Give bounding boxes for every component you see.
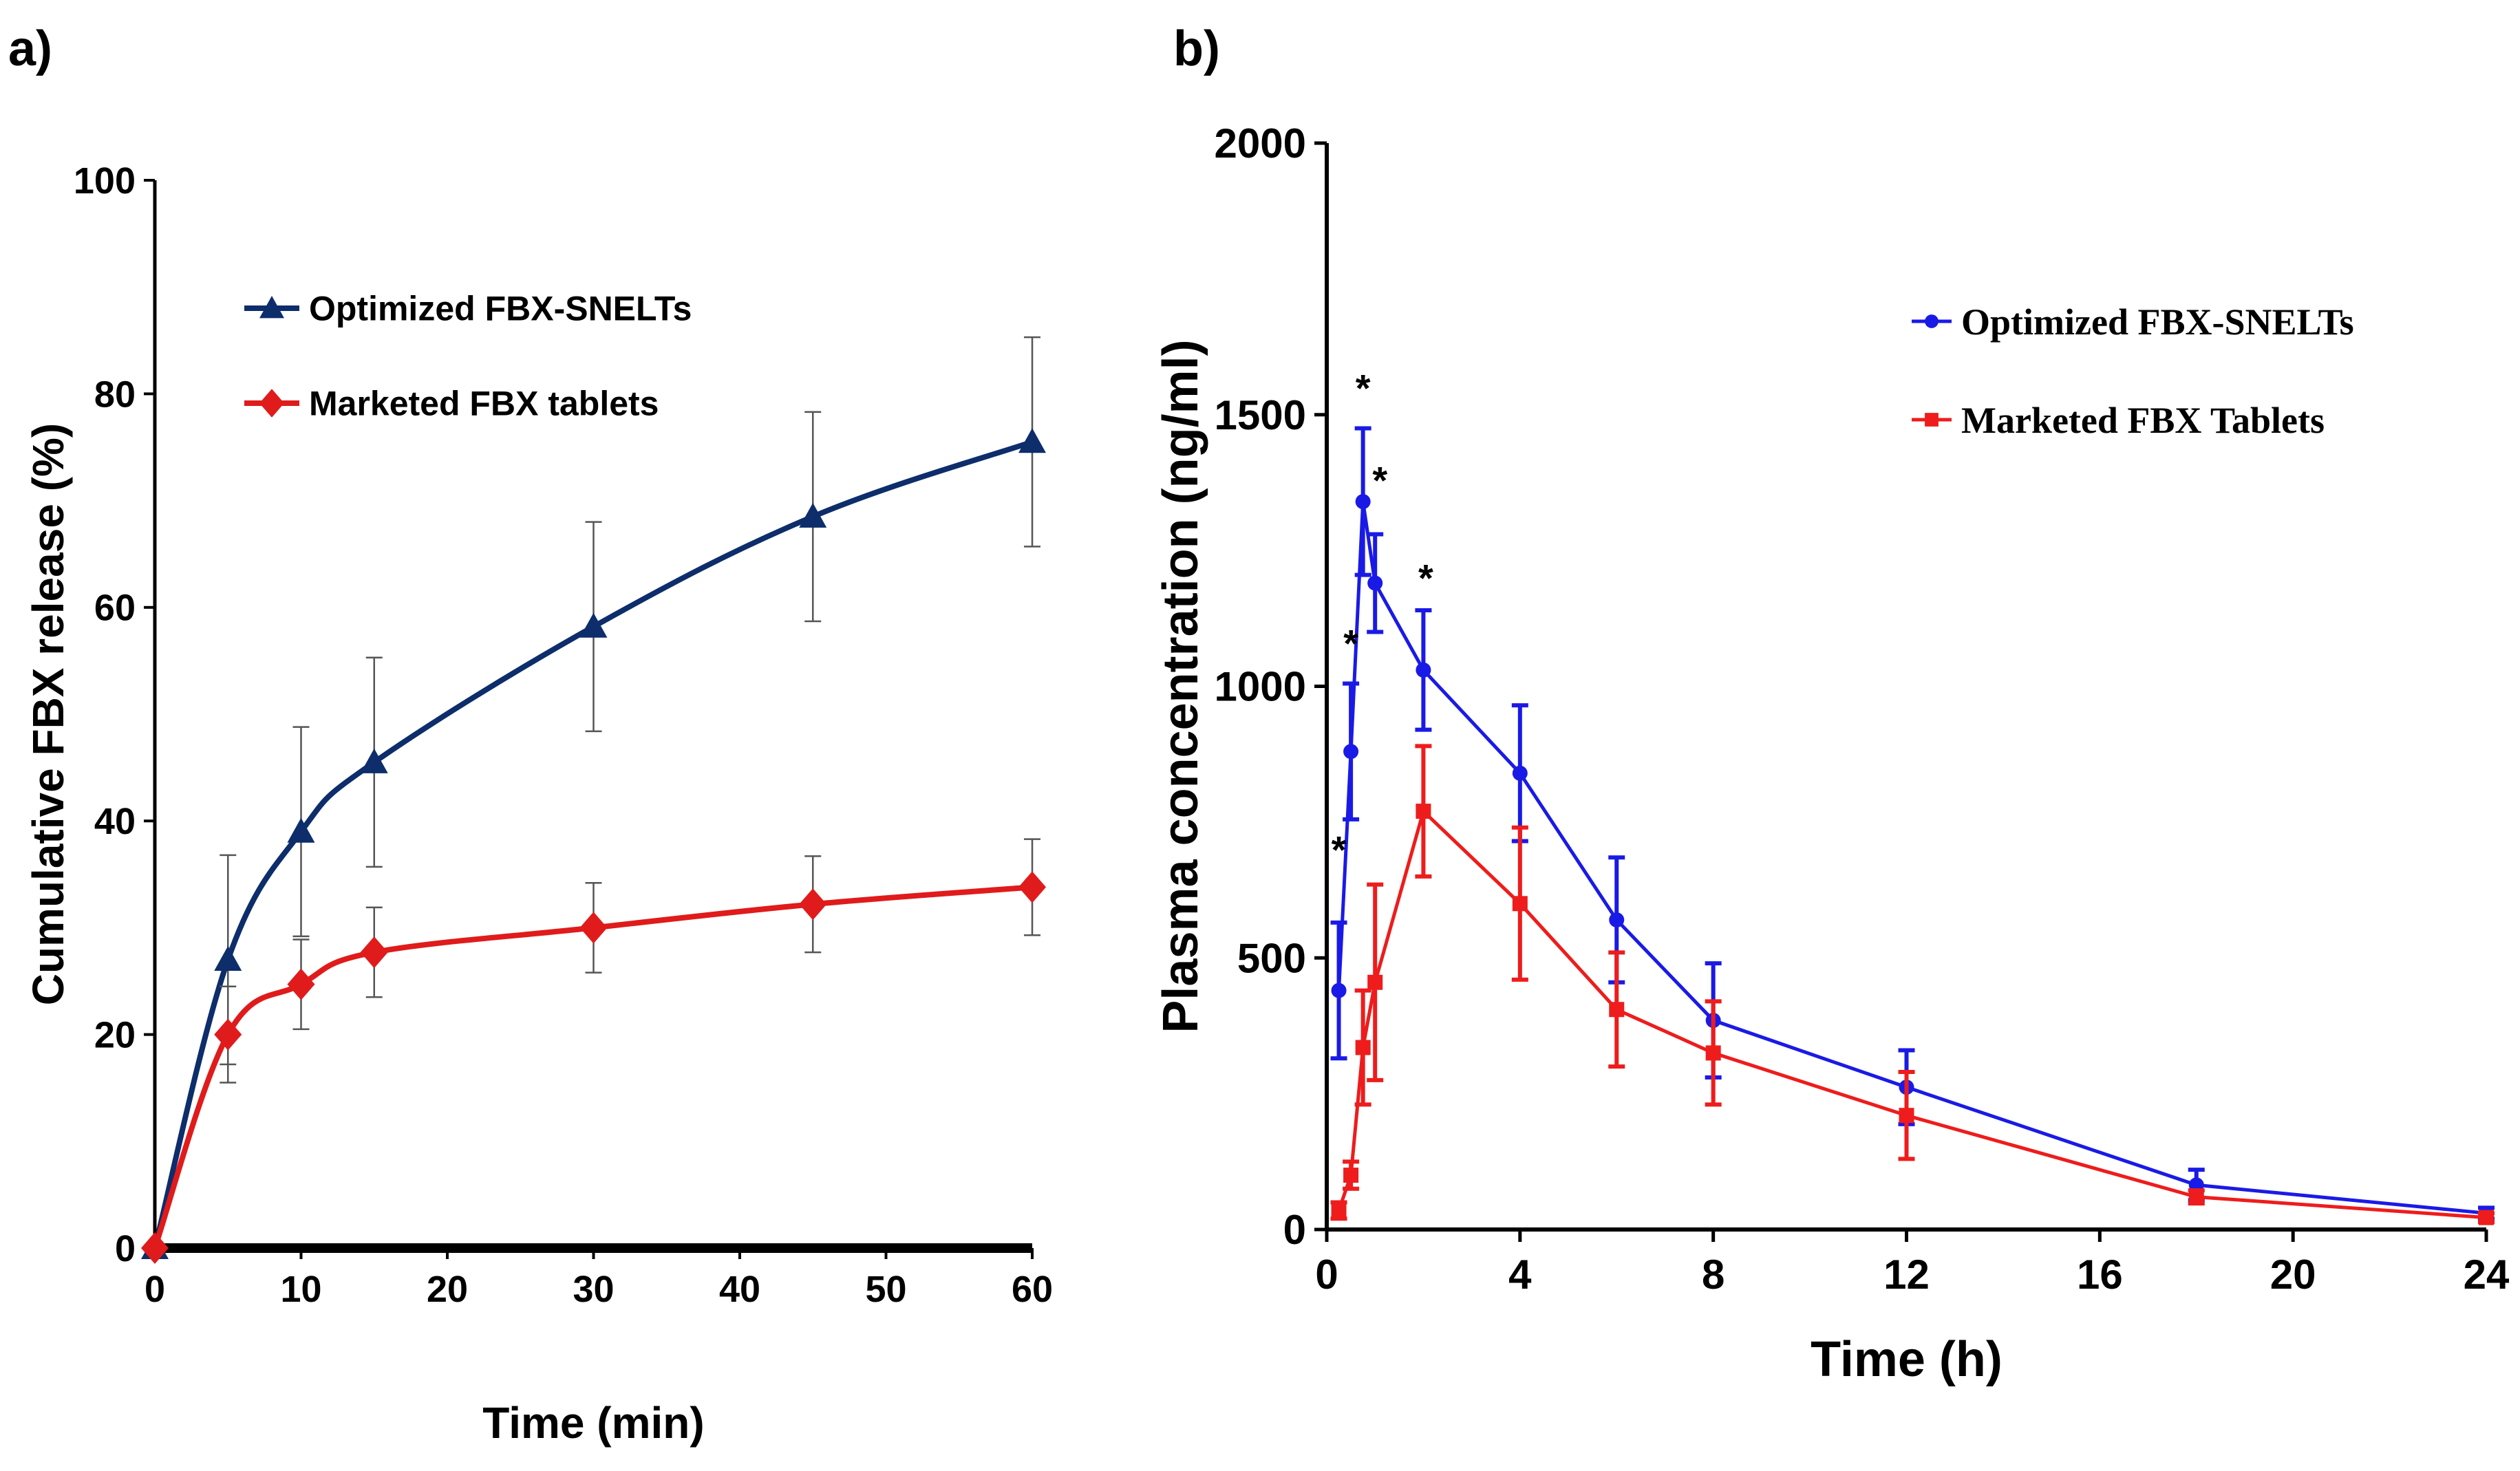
x-tick-label: 50 — [865, 1269, 906, 1310]
data-point — [1705, 1045, 1721, 1061]
x-tick-label: 24 — [2464, 1252, 2510, 1298]
series-line — [1337, 501, 2487, 1215]
data-point — [1512, 896, 1528, 912]
series-0 — [1330, 426, 2495, 1221]
legend-label: Optimized FBX-SNELTs — [309, 290, 692, 328]
legend-label: Marketed FBX tablets — [309, 385, 659, 423]
data-point — [214, 1018, 242, 1051]
y-tick-label: 2000 — [1215, 120, 1306, 167]
y-tick-label: 1500 — [1215, 392, 1306, 438]
x-tick-label: 4 — [1508, 1252, 1532, 1298]
x-tick-label: 0 — [1315, 1252, 1338, 1298]
y-tick-label: 0 — [115, 1228, 136, 1269]
data-point — [287, 817, 315, 843]
data-point — [2479, 1210, 2494, 1225]
legend-marker — [259, 296, 284, 319]
panel-a-label: a) — [8, 21, 52, 76]
data-point — [287, 968, 315, 1000]
data-point — [1343, 1168, 1359, 1183]
data-point — [141, 1232, 169, 1264]
x-tick-label: 30 — [573, 1269, 614, 1310]
data-point — [2188, 1189, 2204, 1205]
data-point — [1609, 912, 1625, 927]
series-1 — [1330, 744, 2495, 1225]
panel-b-label: b) — [1173, 21, 1220, 76]
data-point — [1018, 871, 1046, 903]
x-axis-title: Time (h) — [1811, 1332, 2003, 1387]
data-point — [1018, 428, 1046, 453]
data-point — [360, 748, 388, 773]
data-point — [1343, 744, 1359, 760]
data-point — [1609, 1002, 1625, 1018]
x-tick-label: 20 — [2270, 1252, 2316, 1298]
y-tick-label: 80 — [94, 374, 136, 415]
y-tick-label: 60 — [94, 588, 136, 629]
x-tick-label: 10 — [280, 1269, 321, 1310]
series-0 — [141, 336, 1046, 1259]
significance-marker: * — [1332, 828, 1347, 871]
significance-marker: * — [1418, 557, 1433, 600]
x-tick-label: 20 — [427, 1269, 468, 1310]
x-tick-label: 0 — [145, 1269, 165, 1310]
x-tick-label: 8 — [1702, 1252, 1725, 1298]
data-point — [1416, 662, 1431, 678]
data-point — [1899, 1108, 1914, 1124]
y-tick-label: 0 — [1283, 1207, 1306, 1253]
y-tick-label: 100 — [74, 160, 136, 202]
data-point — [799, 502, 827, 528]
data-point — [1355, 1040, 1371, 1055]
data-point — [579, 612, 608, 638]
data-point — [214, 945, 242, 971]
significance-marker: * — [1356, 366, 1371, 409]
data-point — [1367, 974, 1383, 990]
data-point — [1416, 804, 1431, 819]
series-1 — [141, 838, 1046, 1264]
x-tick-label: 60 — [1012, 1269, 1053, 1310]
significance-marker: * — [1372, 458, 1387, 502]
legend-marker — [1925, 413, 1939, 427]
legend-marker — [1925, 314, 1939, 328]
legend-label: Optimized FBX-SNELTs — [1961, 301, 2354, 343]
y-axis-title: Cumulative FBX release (%) — [23, 423, 73, 1006]
data-point — [1367, 575, 1383, 591]
legend-label: Marketed FBX Tablets — [1961, 400, 2325, 441]
data-point — [579, 912, 608, 944]
data-point — [799, 888, 827, 921]
significance-marker: * — [1343, 621, 1358, 665]
data-point — [1355, 494, 1371, 510]
legend-marker — [259, 389, 284, 418]
x-tick-label: 16 — [2077, 1252, 2123, 1298]
y-tick-label: 40 — [94, 801, 136, 842]
x-tick-label: 40 — [719, 1269, 760, 1310]
y-tick-label: 20 — [94, 1015, 136, 1056]
data-point — [1331, 1203, 1347, 1218]
chart-b: 0 500 1000 1500 2000 0 4 8 12 16 20 24 Time (h) Plasm… — [1153, 120, 2510, 1387]
data-point — [1512, 765, 1528, 781]
x-axis-title: Time (min) — [482, 1398, 704, 1448]
chart-a: 0 20 40 60 80 100 0 10 20 30 40 50 60 Time (min) Cumul… — [23, 160, 1053, 1448]
series-line — [1337, 808, 2487, 1220]
data-point — [360, 936, 388, 969]
y-tick-label: 1000 — [1215, 664, 1306, 710]
data-point — [1331, 983, 1347, 998]
y-axis-title: Plasma concentration (ng/ml) — [1153, 339, 1208, 1033]
x-tick-label: 12 — [1883, 1252, 1930, 1298]
y-tick-label: 500 — [1237, 935, 1306, 981]
